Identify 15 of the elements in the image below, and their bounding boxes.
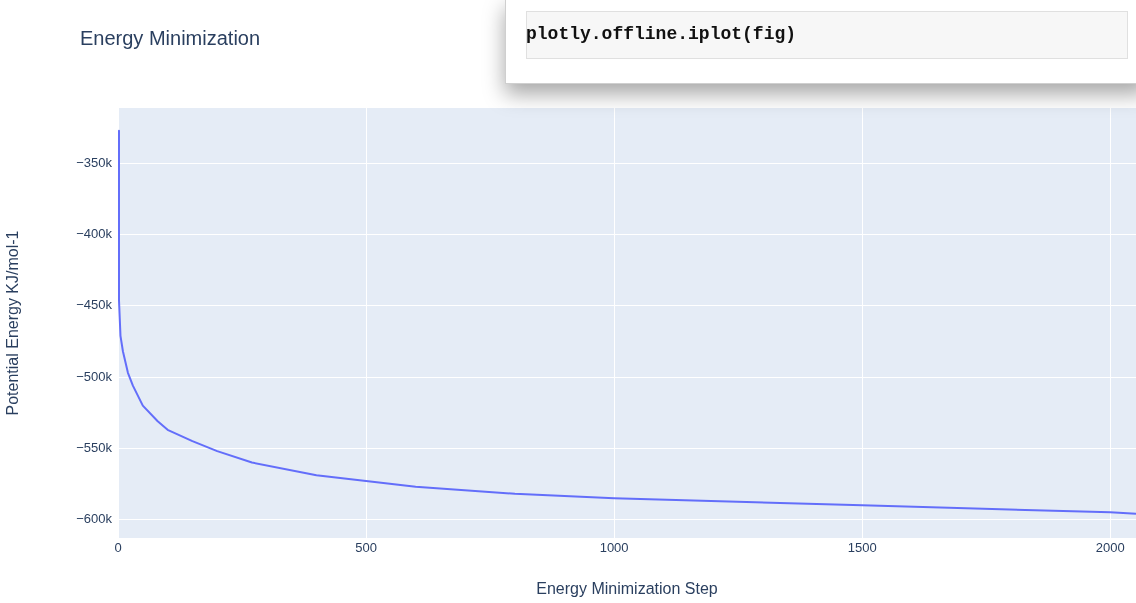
x-axis-title: Energy Minimization Step <box>536 579 718 597</box>
y-tick-label: −450k <box>76 297 113 313</box>
x-tick-label: 500 <box>355 540 377 556</box>
y-axis-title: Potential Energy KJ/mol-1 <box>4 230 22 416</box>
y-tick-label: −600k <box>76 511 113 527</box>
x-tick-label: 2000 <box>1095 540 1125 556</box>
x-tick-label: 0 <box>114 540 122 556</box>
y-tick-label: −500k <box>76 368 113 384</box>
y-tick-label: −550k <box>76 439 113 455</box>
chart-title: Energy Minimization <box>80 27 261 50</box>
y-tick-label: −400k <box>76 226 113 242</box>
x-tick-label: 1500 <box>847 540 877 556</box>
y-tick-label: −350k <box>76 155 113 171</box>
x-tick-label: 1000 <box>599 540 629 556</box>
text: plotly.offline.iplot(fig) <box>526 24 797 44</box>
